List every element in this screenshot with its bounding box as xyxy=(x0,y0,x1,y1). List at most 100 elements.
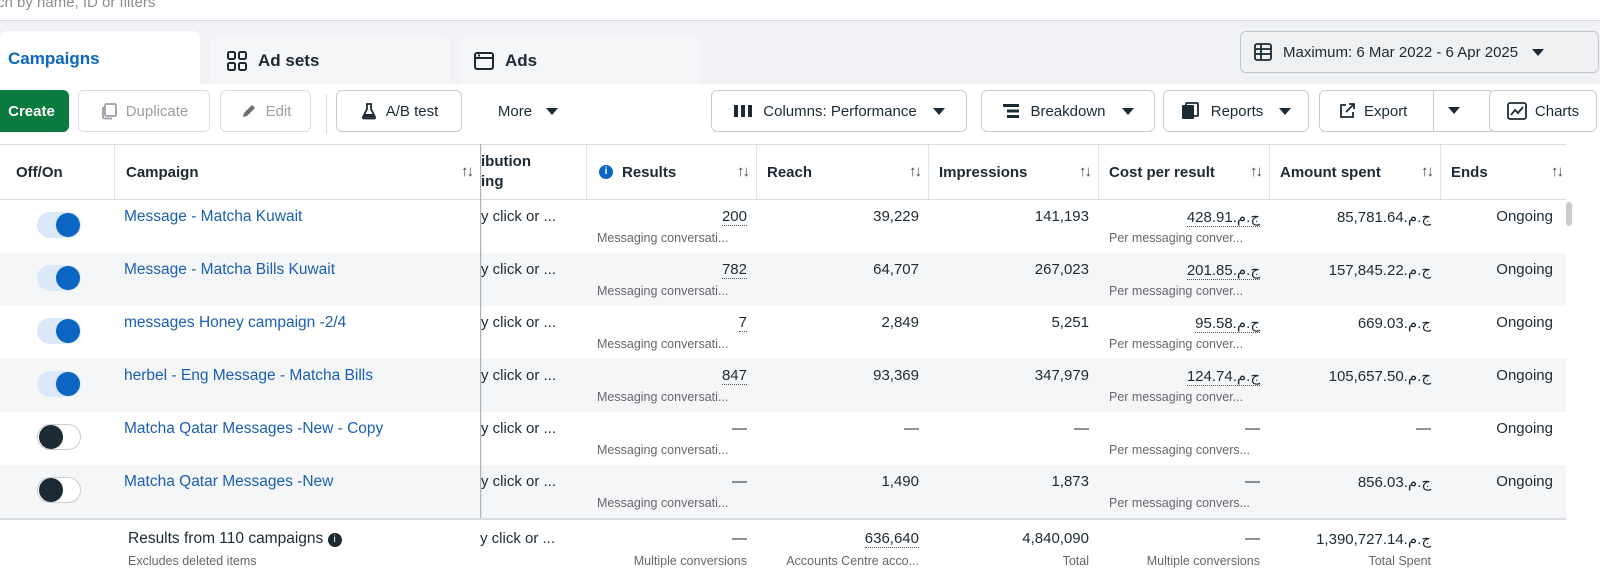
tab-campaigns[interactable]: Campaigns xyxy=(0,31,200,86)
chevron-down-icon xyxy=(932,107,945,115)
reports-button[interactable]: Reports xyxy=(1163,90,1309,132)
toggle-knob xyxy=(39,478,63,502)
breakdown-button[interactable]: Breakdown xyxy=(981,90,1155,132)
summary-row: Results from 110 campaigns i Excludes de… xyxy=(0,518,1600,576)
create-button[interactable]: Create xyxy=(0,90,69,132)
attribution-setting: y click or ... xyxy=(481,367,557,384)
ends-cell: Ongoing xyxy=(1496,314,1553,331)
campaign-name-link[interactable]: herbel - Eng Message - Matcha Bills xyxy=(124,367,373,384)
table-row[interactable]: herbel - Eng Message - Matcha Bills y cli… xyxy=(0,359,1600,412)
campaign-toggle[interactable] xyxy=(37,477,81,503)
export-dropdown-icon[interactable] xyxy=(1448,107,1460,114)
export-split-divider xyxy=(1433,91,1434,131)
col-cost-per-result[interactable]: Cost per result ↑↓ xyxy=(1099,145,1270,199)
table-row[interactable]: Matcha Qatar Messages -New - Copy y click… xyxy=(0,412,1600,465)
sort-icon[interactable]: ↑↓ xyxy=(461,163,474,180)
col-amount-spent[interactable]: Amount spent ↑↓ xyxy=(1270,145,1441,199)
tab-ad-sets[interactable]: Ad sets xyxy=(210,36,450,86)
info-icon[interactable]: i xyxy=(327,533,342,547)
cost-per-result-cell: 428.91.ج.م Per messaging conver... xyxy=(1109,209,1260,245)
scrollbar-thumb[interactable] xyxy=(1566,202,1572,226)
col-label: Amount spent xyxy=(1280,163,1381,181)
cost-per-result-cell: 201.85.ج.م Per messaging conver... xyxy=(1109,262,1260,298)
cost-per-result-cell: — Per messaging convers... xyxy=(1109,473,1260,510)
results-cell: — Messaging conversati... xyxy=(597,473,747,510)
search-bar[interactable]: rch by name, ID or filters xyxy=(0,0,1600,21)
frozen-divider xyxy=(480,144,481,576)
columns-button[interactable]: Columns: Performance xyxy=(711,90,967,132)
campaign-toggle[interactable] xyxy=(37,318,81,344)
table-row[interactable]: Matcha Qatar Messages -New y click or ...… xyxy=(0,465,1600,518)
flask-icon xyxy=(361,103,376,120)
col-attribution[interactable]: ibution ing xyxy=(481,145,587,199)
sort-icon[interactable]: ↑↓ xyxy=(1079,163,1092,180)
reach-cell: 64,707 xyxy=(873,261,919,278)
date-range-picker[interactable]: Maximum: 6 Mar 2022 - 6 Apr 2025 xyxy=(1240,31,1599,73)
col-offon[interactable]: Off/On xyxy=(0,145,115,199)
col-results[interactable]: i Results ↑↓ xyxy=(587,145,757,199)
col-impressions[interactable]: Impressions ↑↓ xyxy=(929,145,1099,199)
summary-label: Results from 110 campaigns i xyxy=(128,530,342,548)
sort-icon[interactable]: ↑↓ xyxy=(1551,163,1564,180)
charts-button[interactable]: Charts xyxy=(1489,90,1597,132)
table-row[interactable]: messages Honey campaign -2/4 y click or .… xyxy=(0,306,1600,359)
table-row[interactable]: Message - Matcha Kuwait y click or ... 200… xyxy=(0,200,1600,253)
amount-spent-cell: 856.03.ج.م xyxy=(1357,474,1431,491)
summary-sub: Excludes deleted items xyxy=(128,554,257,568)
toggle-knob xyxy=(56,213,80,237)
reach-cell: 1,490 xyxy=(881,473,919,490)
col-label: Results xyxy=(622,163,677,181)
campaign-name-link[interactable]: Matcha Qatar Messages -New xyxy=(124,473,334,490)
summary-impressions: 4,840,090 Total xyxy=(1022,530,1089,568)
sort-icon[interactable]: ↑↓ xyxy=(1421,163,1434,180)
attribution-setting: y click or ... xyxy=(481,261,557,278)
sort-icon[interactable]: ↑↓ xyxy=(1250,163,1263,180)
frozen-shadow xyxy=(480,144,483,576)
col-ends[interactable]: Ends ↑↓ xyxy=(1441,145,1571,199)
campaign-name-link[interactable]: Message - Matcha Kuwait xyxy=(124,208,303,225)
col-label: Reach xyxy=(767,163,813,181)
sort-icon[interactable]: ↑↓ xyxy=(909,163,922,180)
tab-label: Ads xyxy=(505,51,538,70)
chevron-down-icon xyxy=(1532,48,1545,56)
attribution-setting: y click or ... xyxy=(481,420,557,437)
campaign-name-link[interactable]: Message - Matcha Bills Kuwait xyxy=(124,261,336,278)
impressions-cell: — xyxy=(1074,420,1089,437)
reports-icon xyxy=(1181,102,1199,119)
col-campaign[interactable]: Campaign ↑↓ xyxy=(115,145,481,199)
sort-icon[interactable]: ↑↓ xyxy=(737,163,750,180)
columns-label: Columns: Performance xyxy=(763,102,917,120)
export-button[interactable]: Export xyxy=(1319,90,1495,132)
ab-test-button[interactable]: A/B test xyxy=(336,90,462,132)
campaign-toggle[interactable] xyxy=(37,424,81,450)
col-reach[interactable]: Reach ↑↓ xyxy=(757,145,929,199)
table-row[interactable]: Message - Matcha Bills Kuwait y click or … xyxy=(0,253,1600,306)
tab-label: Ad sets xyxy=(258,51,320,70)
cost-per-result-cell: — Per messaging convers... xyxy=(1109,420,1260,457)
impressions-cell: 347,979 xyxy=(1034,367,1089,384)
attribution-setting: y click or ... xyxy=(481,473,557,490)
grid-icon xyxy=(227,51,247,71)
campaign-name-link[interactable]: messages Honey campaign -2/4 xyxy=(124,314,347,331)
search-placeholder: rch by name, ID or filters xyxy=(0,0,156,11)
campaign-toggle[interactable] xyxy=(37,371,81,397)
info-icon[interactable]: i xyxy=(599,165,613,179)
ends-cell: Ongoing xyxy=(1496,420,1553,437)
campaign-toggle[interactable] xyxy=(37,212,81,238)
campaign-toggle[interactable] xyxy=(37,265,81,291)
summary-amount: 1,390,727.14.ج.م Total Spent xyxy=(1316,531,1431,568)
more-label: More xyxy=(497,102,533,120)
results-cell: 847 Messaging conversati... xyxy=(597,367,747,404)
col-label: Campaign xyxy=(126,163,199,181)
breakdown-label: Breakdown xyxy=(1030,102,1106,120)
ends-cell: Ongoing xyxy=(1496,261,1553,278)
summary-attribution: y click or ... xyxy=(480,530,556,547)
chart-line-icon xyxy=(1507,102,1527,120)
tab-ads[interactable]: Ads xyxy=(459,36,701,86)
campaign-name-link[interactable]: Matcha Qatar Messages -New - Copy xyxy=(124,420,384,437)
more-button[interactable]: More xyxy=(478,90,578,132)
charts-label: Charts xyxy=(1534,102,1580,120)
duplicate-button[interactable]: Duplicate xyxy=(78,90,210,132)
create-label: Create xyxy=(8,102,55,120)
edit-button[interactable]: Edit xyxy=(220,90,311,132)
